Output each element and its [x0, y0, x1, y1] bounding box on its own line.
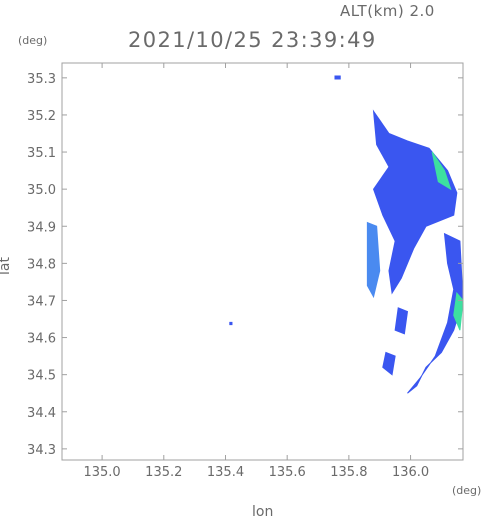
y-tick-label: 35.1: [27, 146, 56, 161]
echo-isolated-echo-north: [334, 75, 341, 80]
y-tick-label: 35.2: [27, 109, 56, 124]
echo-isolated-echo-west: [229, 321, 233, 326]
x-tick-label: 135.0: [83, 465, 120, 480]
y-tick-label: 35.3: [27, 72, 56, 87]
echo-west-fragment: [366, 221, 381, 299]
x-tick-label: 135.8: [330, 465, 367, 480]
x-axis-label: lon: [252, 504, 274, 520]
x-tick-label: 136.0: [392, 465, 429, 480]
y-tick-label: 34.7: [27, 294, 56, 309]
chart-title: 2021/10/25 23:39:49: [128, 28, 377, 52]
echo-east-band-core: [453, 291, 464, 331]
y-unit-label: (deg): [18, 34, 48, 47]
echo-small-cell-a: [394, 307, 409, 335]
y-tick-label: 34.9: [27, 220, 56, 235]
x-unit-label: (deg): [452, 484, 482, 497]
y-tick-label: 34.8: [27, 257, 56, 272]
y-tick-label: 34.3: [27, 443, 56, 458]
echo-layer: [229, 75, 464, 394]
echo-main-band-north: [372, 109, 458, 295]
x-tick-label: 135.2: [145, 465, 182, 480]
echo-small-cell-b: [382, 351, 396, 376]
y-tick-label: 34.5: [27, 369, 56, 384]
echo-main-band-core: [431, 151, 452, 191]
x-tick-label: 135.4: [207, 465, 244, 480]
tick-layer: 135.0 135.2 135.4 135.6 135.8 136.0 34.3 34.4 34…: [27, 63, 463, 480]
altitude-label: ALT(km) 2.0: [340, 2, 435, 20]
y-tick-label: 35.0: [27, 183, 56, 198]
y-tick-label: 34.6: [27, 332, 56, 347]
plot-frame: [61, 62, 464, 461]
x-tick-label: 135.6: [269, 465, 306, 480]
y-tick-label: 34.4: [27, 406, 56, 421]
